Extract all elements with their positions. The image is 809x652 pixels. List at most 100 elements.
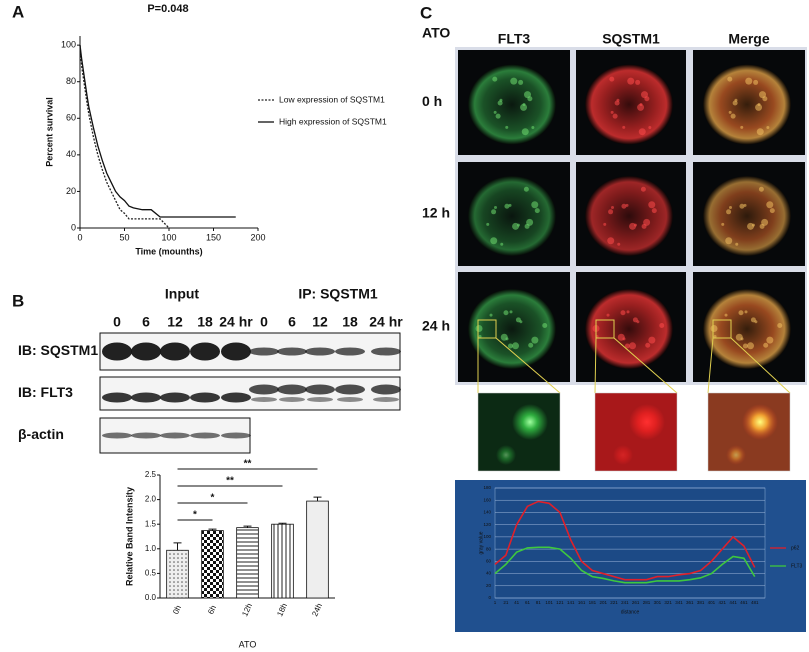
error-bar [313,496,322,502]
speckle [512,222,520,230]
speckle [616,98,620,102]
blot-band [279,397,305,402]
x-tick-label: 221 [610,600,618,605]
speckle [644,96,650,102]
treatment-label: ATO [422,25,450,41]
blot-band [131,392,161,403]
error-bar [208,528,217,531]
speckle [754,320,758,324]
speckle [531,336,539,344]
column-header: SQSTM1 [602,31,660,47]
speckle [726,209,732,215]
speckle [641,223,647,229]
legend-label: p62 [791,545,800,551]
speckle [745,77,753,85]
column-header: FLT3 [498,31,531,47]
roi-connector [594,337,678,394]
bar [236,527,259,599]
x-axis-label: distance [621,609,640,615]
y-tick-label: 180 [483,485,491,490]
y-tick-label: 2.0 [145,495,157,504]
zoom-spot [629,404,665,440]
speckle [527,96,533,102]
x-tick-label: 101 [545,600,553,605]
series-line [494,500,756,581]
lane-label: 24 hr [369,314,403,330]
cell [703,289,791,369]
speckle [493,110,497,114]
zoom-spot [613,445,633,465]
x-tick-label: 21 [503,600,509,605]
speckle [638,128,646,136]
blot-band [277,384,307,395]
y-tick-label: 1.0 [145,544,157,553]
speckle [542,322,548,328]
speckle [710,325,718,333]
y-tick-label: 80 [486,546,492,551]
blot-band [190,432,220,439]
x-tick-label: 381 [697,600,705,605]
roi-connector [707,337,791,394]
row-label: 0 h [422,93,442,109]
speckle [491,209,497,215]
x-tick-label: 481 [751,600,759,605]
speckle [611,206,615,210]
legend-label: Low expression of SQSTM1 [279,94,385,104]
speckle [627,77,635,85]
speckle [519,320,523,324]
blot-band [102,432,132,439]
blot-band [221,342,251,361]
significance-label: * [211,493,215,504]
x-tick-label: 201 [599,600,607,605]
speckle [742,343,748,349]
x-tick-label: 12h [240,602,254,618]
bar [306,500,329,599]
x-tick-label: 61 [525,600,531,605]
cell [468,64,556,145]
speckle [505,125,509,129]
speckle [521,128,529,136]
y-tick-label: 0.5 [145,569,157,578]
lane-label: 18 [342,314,358,330]
speckle [617,333,625,341]
speckle [531,126,535,130]
speckle [735,242,739,246]
speckle [721,222,725,226]
blot-band [249,384,279,395]
roi-box [712,319,732,339]
speckle [732,100,738,106]
error-bar [173,542,182,551]
speckle [629,342,637,350]
cell [585,176,673,256]
speckle [743,203,747,207]
x-tick-label: 0h [171,604,183,616]
blot-band [160,432,190,439]
speckle [769,208,775,214]
y-tick-label: 0 [71,222,76,232]
speckle [494,206,498,210]
speckle [518,79,524,85]
x-tick-label: 50 [119,232,129,242]
speckle [528,342,534,348]
speckle [523,186,529,192]
blot-band [249,347,279,356]
speckle [738,310,744,316]
zoom-spot [726,445,746,465]
x-tick-label: 100 [161,232,176,242]
speckle [740,125,744,129]
profile-plot-area [494,487,766,599]
speckle [640,186,646,192]
x-tick-label: 18h [275,602,289,618]
bar [271,523,294,599]
blot-band [335,347,365,356]
y-tick-label: 120 [483,522,491,527]
x-tick-label: 161 [578,600,586,605]
y-tick-label: 20 [486,583,492,588]
speckle [499,98,503,102]
x-tick-label: 321 [664,600,672,605]
speckle [520,103,528,111]
speckle [648,126,652,130]
blot-row-label: β-actin [18,426,64,442]
speckle [606,313,610,317]
lane-label: 6 [288,314,296,330]
